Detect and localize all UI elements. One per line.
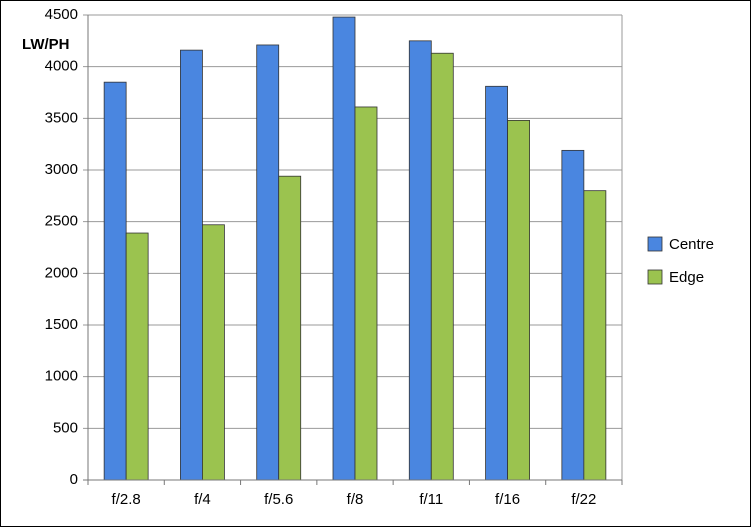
bar [561, 149, 585, 481]
x-tick-label: f/4 [194, 491, 211, 508]
bar [278, 175, 302, 481]
bar [202, 224, 225, 481]
y-tick-label: 4500 [45, 6, 78, 23]
bar [583, 190, 607, 481]
y-tick-label: 500 [53, 419, 78, 436]
y-tick-label: 3000 [45, 161, 78, 178]
x-tick-label: f/11 [419, 491, 443, 508]
bar [430, 52, 454, 481]
bar [256, 44, 280, 481]
y-tick-label: 2500 [45, 213, 78, 230]
y-tick-label: 1000 [45, 368, 78, 385]
y-tick-label: 1500 [45, 316, 78, 333]
bar [103, 81, 127, 481]
legend-swatch [647, 269, 663, 285]
x-tick-label: f/22 [571, 491, 596, 508]
legend-swatch [647, 236, 663, 252]
bar [180, 49, 203, 481]
y-tick-label: 0 [70, 471, 78, 488]
x-tick-label: f/8 [347, 491, 364, 508]
bar [485, 85, 508, 481]
x-tick-label: f/2.8 [112, 491, 141, 508]
bar [354, 106, 378, 481]
bar [408, 40, 432, 481]
x-tick-label: f/16 [495, 491, 520, 508]
x-tick-label: f/5.6 [264, 491, 293, 508]
y-tick-label: 2000 [45, 264, 78, 281]
legend-label: Centre [669, 236, 714, 253]
legend-label: Edge [669, 269, 704, 286]
bar [507, 120, 530, 481]
y-axis-label: LW/PH [22, 36, 70, 53]
bar [125, 232, 149, 481]
bar [332, 16, 356, 481]
y-tick-label: 3500 [45, 109, 78, 126]
y-tick-label: 4000 [45, 58, 78, 75]
